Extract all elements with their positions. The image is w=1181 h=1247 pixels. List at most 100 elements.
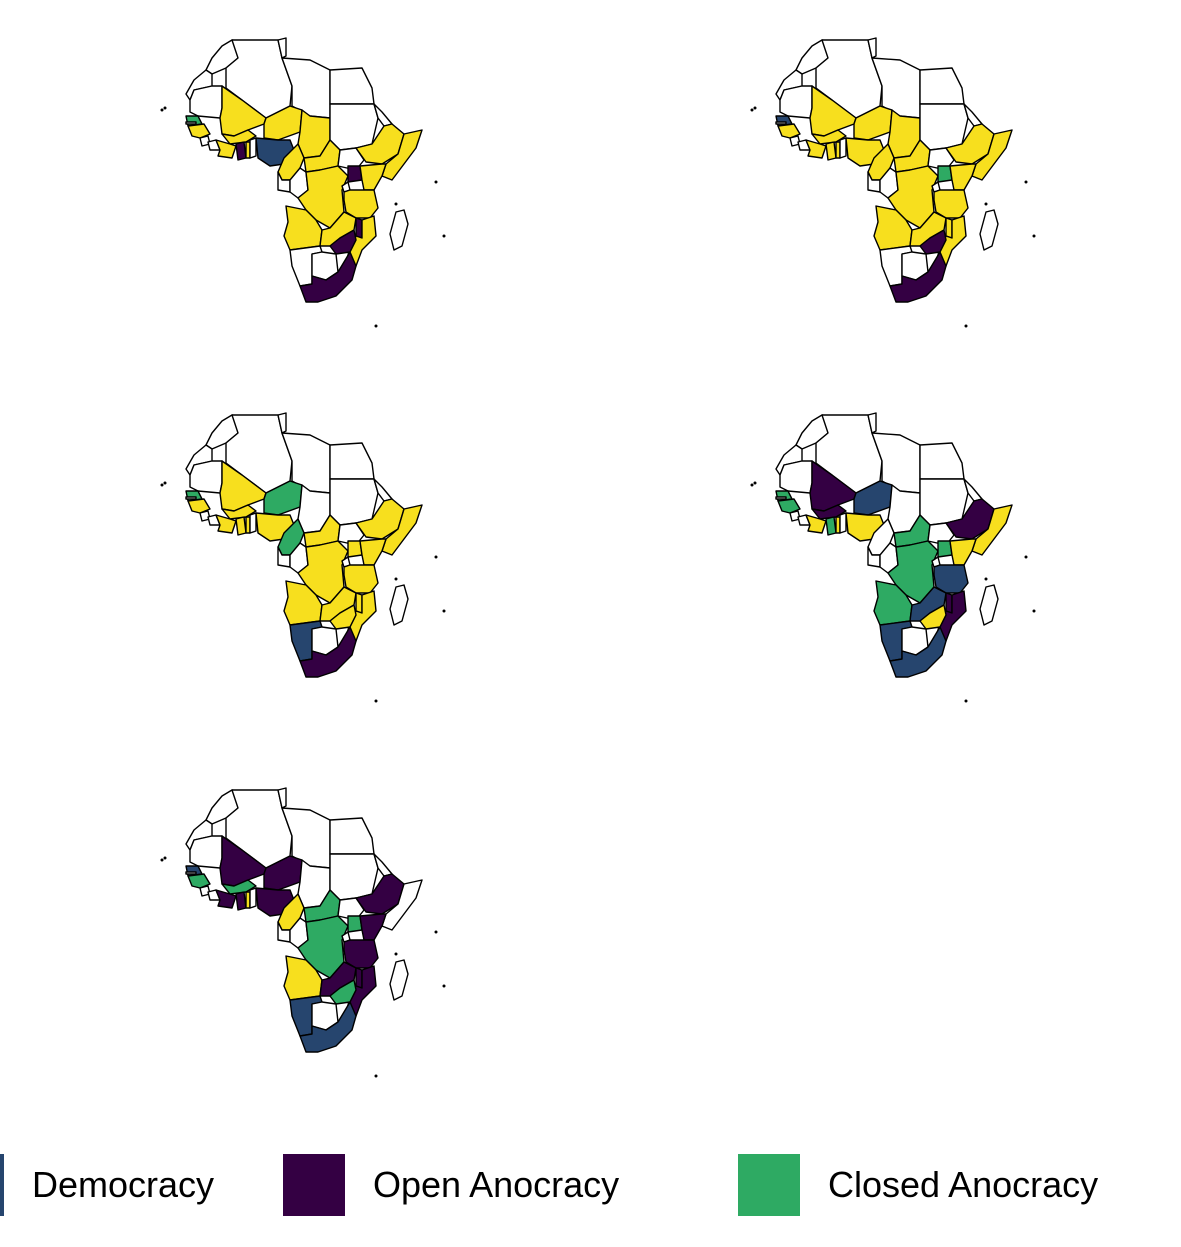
region-tunisia <box>277 787 287 809</box>
region-south-africa <box>889 251 947 303</box>
region-guinea <box>187 498 211 514</box>
region-egypt <box>919 67 965 105</box>
region-ghana <box>235 891 247 911</box>
island-south <box>374 324 378 328</box>
map-grid <box>160 37 1036 1078</box>
region-madagascar <box>979 209 999 251</box>
region-sudan <box>329 853 379 901</box>
region-madagascar <box>389 959 409 1001</box>
region-south-africa <box>299 626 357 678</box>
region-tanzania <box>343 189 379 219</box>
region-benin <box>249 137 257 159</box>
island-seychelles <box>434 930 438 934</box>
island-cape-verde-1 <box>160 483 164 487</box>
region-egypt <box>329 442 375 480</box>
region-niger <box>263 105 303 141</box>
region-gambia <box>185 496 197 500</box>
panel-3 <box>160 412 446 703</box>
region-mauritania <box>189 460 223 494</box>
region-ivory <box>215 889 237 909</box>
region-kenya <box>949 538 977 566</box>
panel-1 <box>160 37 446 328</box>
region-tanzania <box>933 189 969 219</box>
region-ghana <box>825 516 837 536</box>
region-malawi <box>355 967 363 989</box>
region-kenya <box>949 163 977 191</box>
region-s-sudan <box>337 897 365 921</box>
region-ghana <box>235 141 247 161</box>
legend: Democracy Open Anocracy Closed Anocracy <box>0 1150 1181 1230</box>
region-malawi <box>355 217 363 239</box>
region-tunisia <box>867 37 877 59</box>
island-mauritius <box>1032 609 1036 613</box>
island-cape-verde-2 <box>163 856 167 860</box>
region-malawi <box>945 592 953 614</box>
region-s-sudan <box>337 522 365 546</box>
region-egypt <box>919 442 965 480</box>
region-sudan <box>919 103 969 151</box>
region-kenya <box>359 538 387 566</box>
region-niger <box>853 105 893 141</box>
island-mauritius <box>442 609 446 613</box>
region-s-sudan <box>927 522 955 546</box>
island-cape-verde-1 <box>750 483 754 487</box>
island-comoros <box>394 202 398 206</box>
island-cape-verde-1 <box>160 108 164 112</box>
region-malawi <box>945 217 953 239</box>
panel-4 <box>750 412 1036 703</box>
region-sudan <box>919 478 969 526</box>
legend-swatch-open-anocracy <box>283 1154 345 1216</box>
region-niger <box>263 480 303 516</box>
island-south <box>374 1074 378 1078</box>
region-s-sudan <box>337 147 365 171</box>
region-tanzania <box>933 564 969 594</box>
legend-swatch-closed-anocracy <box>738 1154 800 1216</box>
legend-swatch-democracy <box>0 1154 4 1216</box>
region-kenya <box>359 913 387 941</box>
region-mauritania <box>779 85 813 119</box>
island-cape-verde-2 <box>163 481 167 485</box>
region-guinea <box>777 123 801 139</box>
region-guinea <box>777 498 801 514</box>
region-ghana <box>235 516 247 536</box>
legend-label-closed-anocracy: Closed Anocracy <box>828 1164 1099 1205</box>
region-gambia <box>185 121 197 125</box>
region-south-africa <box>889 626 947 678</box>
legend-item-open-anocracy: Open Anocracy <box>283 1150 619 1220</box>
region-gambia <box>775 121 787 125</box>
region-benin <box>839 137 847 159</box>
island-south <box>964 324 968 328</box>
region-ghana <box>825 141 837 161</box>
region-ivory <box>215 514 237 534</box>
island-cape-verde-1 <box>750 108 754 112</box>
island-seychelles <box>434 180 438 184</box>
legend-item-democracy: Democracy <box>0 1150 214 1220</box>
region-tunisia <box>277 412 287 434</box>
region-south-africa <box>299 251 357 303</box>
region-guinea <box>187 873 211 889</box>
region-ivory <box>805 514 827 534</box>
island-cape-verde-2 <box>753 106 757 110</box>
region-gambia <box>775 496 787 500</box>
region-niger <box>853 480 893 516</box>
legend-item-closed-anocracy: Closed Anocracy <box>738 1150 1098 1220</box>
legend-label-open-anocracy: Open Anocracy <box>373 1164 620 1205</box>
region-tanzania <box>343 939 379 969</box>
panel-2 <box>750 37 1036 328</box>
region-mauritania <box>779 460 813 494</box>
region-gambia <box>185 871 197 875</box>
region-mauritania <box>189 835 223 869</box>
region-ivory <box>215 139 237 159</box>
region-s-sudan <box>927 147 955 171</box>
island-cape-verde-2 <box>753 481 757 485</box>
island-seychelles <box>1024 180 1028 184</box>
island-mauritius <box>1032 234 1036 238</box>
region-egypt <box>329 817 375 855</box>
region-tunisia <box>277 37 287 59</box>
island-comoros <box>394 952 398 956</box>
region-benin <box>249 512 257 534</box>
region-benin <box>839 512 847 534</box>
region-sudan <box>329 103 379 151</box>
island-comoros <box>984 202 988 206</box>
region-tunisia <box>867 412 877 434</box>
